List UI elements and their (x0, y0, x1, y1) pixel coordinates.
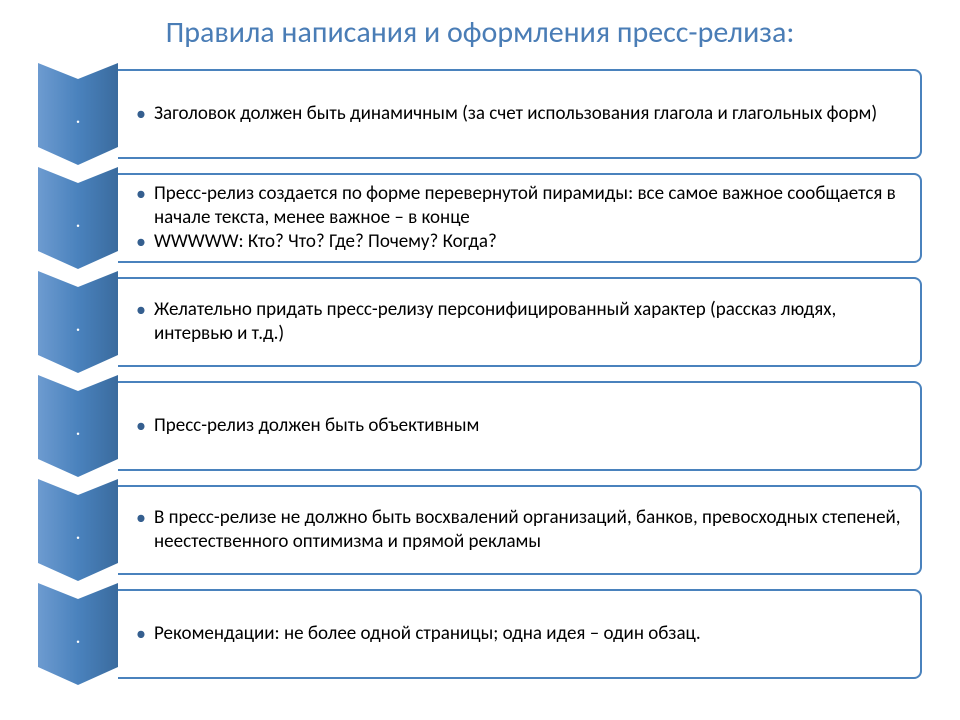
rule-block: . Пресс-релиз должен быть объективным (38, 381, 922, 471)
slide-title: Правила написания и оформления пресс-рел… (30, 14, 930, 51)
bullet-list: В пресс-релизе не должно быть восхвалени… (134, 506, 906, 555)
rule-block: . Заголовок должен быть динамичным (за сч… (38, 69, 922, 159)
chevron-icon: . (38, 485, 118, 575)
content-box: Пресс-релиз создается по форме переверну… (118, 173, 922, 263)
chevron-icon: . (38, 173, 118, 263)
content-box: Желательно придать пресс-релизу персониф… (118, 277, 922, 367)
rule-block: . Желательно придать пресс-релизу персони… (38, 277, 922, 367)
bullet-item: Рекомендации: не более одной страницы; о… (134, 622, 701, 646)
bullet-item: Заголовок должен быть динамичным (за сче… (134, 102, 877, 126)
chevron-marker: . (75, 209, 80, 233)
chevron-marker: . (75, 625, 80, 649)
bullet-item: Желательно придать пресс-релизу персониф… (134, 298, 906, 347)
bullet-list: Заголовок должен быть динамичным (за сче… (134, 102, 877, 126)
bullet-list: Желательно придать пресс-релизу персониф… (134, 298, 906, 347)
chevron-icon: . (38, 69, 118, 159)
chevron-marker: . (75, 417, 80, 441)
bullet-list: Рекомендации: не более одной страницы; о… (134, 622, 701, 646)
content-box: В пресс-релизе не должно быть восхвалени… (118, 485, 922, 575)
chevron-icon: . (38, 381, 118, 471)
chevron-marker: . (75, 313, 80, 337)
bullet-item: WWWWW: Кто? Что? Где? Почему? Когда? (134, 230, 906, 254)
chevron-icon: . (38, 277, 118, 367)
bullet-list: Пресс-релиз должен быть объективным (134, 414, 479, 438)
chevron-icon: . (38, 589, 118, 679)
bullet-item: В пресс-релизе не должно быть восхвалени… (134, 506, 906, 555)
content-box: Рекомендации: не более одной страницы; о… (118, 589, 922, 679)
blocks-container: . Заголовок должен быть динамичным (за сч… (30, 69, 930, 679)
chevron-marker: . (75, 521, 80, 545)
content-box: Заголовок должен быть динамичным (за сче… (118, 69, 922, 159)
bullet-list: Пресс-релиз создается по форме переверну… (134, 182, 906, 255)
chevron-marker: . (75, 105, 80, 129)
rule-block: . В пресс-релизе не должно быть восхвален… (38, 485, 922, 575)
bullet-item: Пресс-релиз должен быть объективным (134, 414, 479, 438)
rule-block: . Рекомендации: не более одной страницы; … (38, 589, 922, 679)
bullet-item: Пресс-релиз создается по форме переверну… (134, 182, 906, 231)
rule-block: . Пресс-релиз создается по форме переверн… (38, 173, 922, 263)
content-box: Пресс-релиз должен быть объективным (118, 381, 922, 471)
slide: Правила написания и оформления пресс-рел… (0, 0, 960, 720)
